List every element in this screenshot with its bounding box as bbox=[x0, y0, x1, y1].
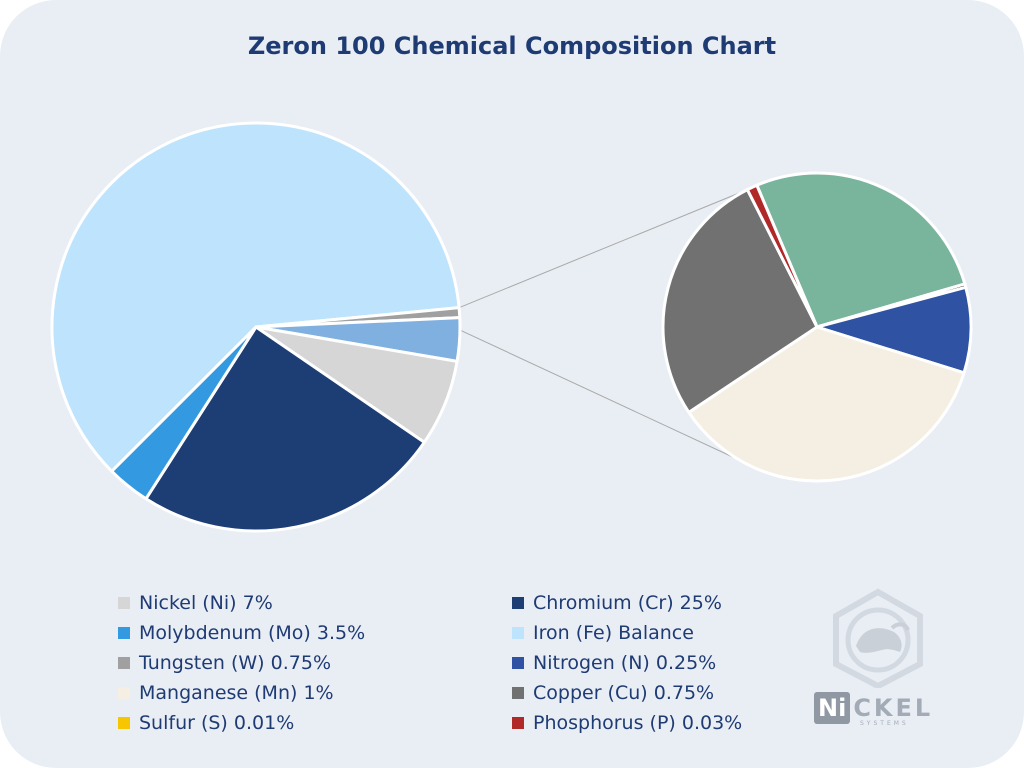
main-slice-molybdenum-mo-3-5-5 bbox=[110, 325, 258, 501]
legend-item-phosphorus-p-0-03: Phosphorus (P) 0.03% bbox=[512, 708, 742, 738]
secondary-pie bbox=[661, 171, 973, 483]
legend-swatch bbox=[118, 627, 130, 639]
main-slice-chromium-cr-25-4 bbox=[144, 325, 426, 533]
secondary-slice-tungsten-w-0-75-0 bbox=[755, 171, 967, 329]
secondary-slice-copper-cu-0-75-4 bbox=[661, 188, 819, 414]
legend-swatch bbox=[118, 597, 130, 609]
legend-label: Molybdenum (Mo) 3.5% bbox=[139, 622, 366, 644]
legend-item-chromium-cr-25: Chromium (Cr) 25% bbox=[512, 588, 722, 618]
nickel-systems-logo: Ni CKEL SYSTEMS bbox=[808, 588, 948, 738]
bull-logo-icon bbox=[833, 588, 923, 690]
legend-item-molybdenum-mo-3-5: Molybdenum (Mo) 3.5% bbox=[118, 618, 365, 648]
logo-ni-mark: Ni bbox=[814, 692, 851, 724]
legend-label: Manganese (Mn) 1% bbox=[139, 682, 334, 704]
legend-label: Chromium (Cr) 25% bbox=[533, 592, 722, 614]
legend-label: Phosphorus (P) 0.03% bbox=[533, 712, 743, 734]
legend-label: Sulfur (S) 0.01% bbox=[139, 712, 295, 734]
legend-label: Nitrogen (N) 0.25% bbox=[533, 652, 717, 674]
legend-item-tungsten-w-0-75: Tungsten (W) 0.75% bbox=[118, 648, 331, 678]
logo-wordmark: Ni CKEL bbox=[808, 688, 948, 728]
legend-swatch bbox=[512, 657, 524, 669]
logo-subtitle: SYSTEMS bbox=[860, 720, 909, 727]
connector-line-top bbox=[458, 189, 748, 309]
legend-label: Iron (Fe) Balance bbox=[533, 622, 694, 644]
legend-item-iron-fe-balance: Iron (Fe) Balance bbox=[512, 618, 694, 648]
legend-item-nitrogen-n-0-25: Nitrogen (N) 0.25% bbox=[512, 648, 716, 678]
connector-lines bbox=[458, 189, 748, 461]
legend-swatch bbox=[512, 597, 524, 609]
legend-item-nickel-ni-7: Nickel (Ni) 7% bbox=[118, 588, 273, 618]
logo-word: CKEL bbox=[853, 694, 934, 722]
legend-swatch bbox=[118, 687, 130, 699]
main-slice-iron-fe-balance-0 bbox=[50, 121, 461, 473]
legend-label: Copper (Cu) 0.75% bbox=[533, 682, 715, 704]
connector-line-bottom bbox=[459, 329, 741, 461]
secondary-slice-phosphorus-p-0-03-5 bbox=[745, 183, 819, 329]
legend-swatch bbox=[118, 717, 130, 729]
legend-item-sulfur-s-0-01: Sulfur (S) 0.01% bbox=[118, 708, 294, 738]
legend-swatch bbox=[118, 657, 130, 669]
chart-title: Zeron 100 Chemical Composition Chart bbox=[247, 32, 777, 60]
legend-swatch bbox=[512, 627, 524, 639]
legend-swatch bbox=[512, 687, 524, 699]
legend-item-copper-cu-0-75: Copper (Cu) 0.75% bbox=[512, 678, 714, 708]
secondary-slice-nitrogen-n-0-25-2 bbox=[815, 285, 973, 375]
legend-item-manganese-mn-1: Manganese (Mn) 1% bbox=[118, 678, 334, 708]
main-pie bbox=[50, 121, 462, 533]
secondary-slice-manganese-mn-1-3 bbox=[687, 325, 966, 483]
legend-label: Nickel (Ni) 7% bbox=[139, 592, 273, 614]
legend-label: Tungsten (W) 0.75% bbox=[139, 652, 331, 674]
legend-swatch bbox=[512, 717, 524, 729]
